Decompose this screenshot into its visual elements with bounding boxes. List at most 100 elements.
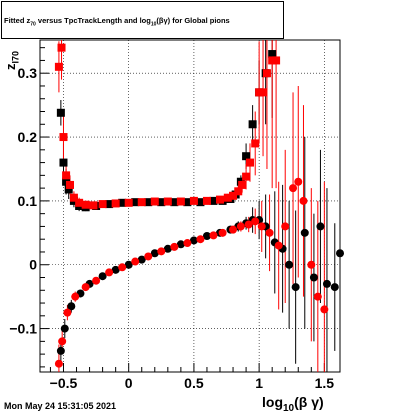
data-point-square — [59, 158, 68, 167]
data-point-square — [229, 191, 238, 200]
data-point-circle — [144, 252, 153, 261]
data-point-square — [170, 198, 179, 207]
data-point-circle — [209, 231, 218, 240]
data-point-square — [98, 200, 107, 209]
data-point-square — [56, 108, 65, 117]
data-point-circle — [105, 268, 114, 277]
data-point-square — [59, 133, 68, 142]
data-point-circle — [285, 260, 294, 269]
data-point-circle — [320, 305, 329, 314]
data-point-square — [150, 197, 159, 206]
data-point-square — [124, 198, 133, 207]
data-point-square — [64, 185, 73, 194]
data-point-square — [118, 198, 127, 207]
data-point-circle — [336, 249, 344, 258]
data-point-circle — [111, 265, 120, 274]
data-point-circle — [150, 249, 159, 258]
data-point-circle — [236, 222, 245, 231]
data-point-square — [216, 195, 224, 204]
data-point-circle — [71, 292, 80, 301]
data-point-circle — [189, 236, 198, 245]
data-point-circle — [58, 337, 67, 346]
data-point-square — [62, 171, 71, 180]
data-point-square — [144, 198, 153, 207]
data-point-square — [234, 187, 243, 196]
data-point-circle — [92, 276, 101, 285]
data-point-circle — [218, 228, 227, 237]
data-point-circle — [63, 308, 72, 317]
data-point-circle — [60, 324, 69, 333]
data-point-circle — [281, 222, 290, 231]
x-tick-label: 0.5 — [184, 375, 204, 391]
data-point-square — [251, 139, 260, 148]
data-point-circle — [98, 272, 107, 281]
data-point-circle — [244, 220, 253, 229]
data-point-square — [242, 172, 251, 181]
y-tick-label: 0 — [29, 257, 37, 273]
data-point-circle — [176, 240, 185, 249]
data-point-square — [81, 200, 90, 209]
data-point-circle — [330, 283, 339, 292]
data-point-square — [242, 152, 251, 161]
data-point-square — [54, 62, 63, 71]
x-tick-label: 1.5 — [315, 375, 335, 391]
data-point-circle — [294, 177, 303, 186]
data-point-square — [57, 43, 66, 52]
data-point-circle — [313, 292, 322, 301]
data-point-circle — [157, 247, 166, 256]
y-axis-title: zI70 — [3, 50, 21, 70]
data-point-circle — [202, 232, 211, 241]
data-point-square — [272, 56, 281, 65]
data-point-circle — [137, 255, 146, 264]
y-tick-label: −0.1 — [9, 321, 37, 337]
data-point-circle — [299, 196, 308, 205]
data-point-square — [89, 201, 98, 210]
data-point-circle — [307, 260, 316, 269]
data-point-circle — [54, 359, 63, 368]
data-point-square — [196, 198, 205, 207]
data-point-circle — [131, 257, 140, 266]
data-point-square — [223, 193, 232, 202]
chart-title-box: Fitted z70 versus TpcTrackLength and log… — [1, 1, 284, 39]
data-point-circle — [163, 244, 172, 253]
data-point-square — [262, 69, 271, 78]
data-point-square — [105, 200, 114, 209]
data-point-square — [202, 196, 211, 205]
data-point-circle — [81, 283, 90, 292]
data-point-square — [137, 198, 146, 207]
data-point-circle — [251, 217, 260, 226]
data-point-circle — [322, 279, 331, 288]
footer-timestamp: Mon May 24 15:31:05 2021 — [4, 401, 117, 411]
data-point-circle — [170, 242, 179, 251]
data-point-circle — [289, 184, 298, 193]
data-point-circle — [309, 273, 318, 282]
data-point-circle — [300, 228, 309, 237]
data-point-circle — [183, 239, 192, 248]
data-point-square — [189, 196, 198, 205]
data-point-circle — [124, 260, 133, 269]
data-point-square — [157, 198, 166, 207]
data-point-circle — [257, 222, 266, 231]
x-tick-label: 0 — [125, 375, 133, 391]
tick-labels: −0.5 0 0.5 1 1.5 −0.1 0 0.1 0.2 0.3 — [9, 65, 334, 391]
y-tick-label: 0.2 — [18, 129, 38, 145]
chart-title: Fitted z70 versus TpcTrackLength and log… — [4, 16, 230, 28]
data-point-circle — [118, 263, 127, 272]
data-point-square — [268, 50, 277, 59]
data-point-square — [209, 196, 218, 205]
data-point-square — [111, 199, 120, 208]
data-point-circle — [291, 283, 300, 292]
data-point-square — [75, 198, 84, 207]
data-point-square — [131, 198, 140, 207]
data-markers — [54, 43, 344, 368]
data-point-square — [238, 180, 247, 189]
data-point-square — [66, 180, 74, 189]
y-tick-label: 0.1 — [18, 193, 38, 209]
data-point-circle — [265, 228, 274, 237]
x-axis-title: log10(β γ) — [262, 394, 324, 414]
data-point-square — [176, 197, 185, 206]
data-point-circle — [67, 302, 76, 311]
data-point-circle — [56, 346, 65, 355]
data-point-square — [163, 197, 172, 206]
